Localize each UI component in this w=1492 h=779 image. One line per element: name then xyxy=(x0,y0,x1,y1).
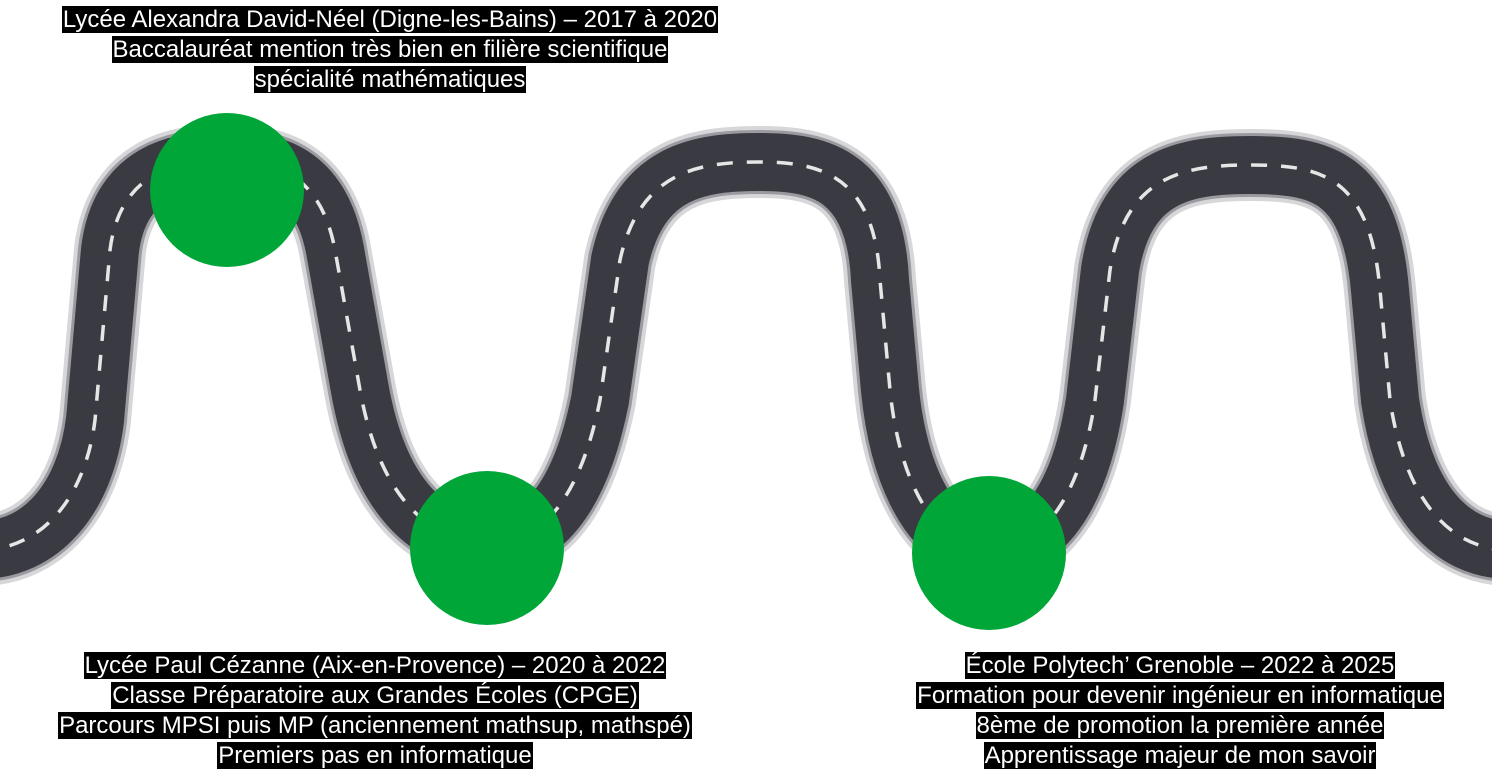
caption-line: spécialité mathématiques xyxy=(253,66,527,93)
milestones xyxy=(150,113,1066,630)
road-center-dashes xyxy=(0,158,1492,552)
milestone-marker-lycee-cezanne xyxy=(410,471,564,625)
milestone-marker-lycee-alexandra xyxy=(150,113,304,267)
milestone-caption-lycee-alexandra: Lycée Alexandra David-Néel (Digne-les-Ba… xyxy=(0,5,780,95)
caption-line: Parcours MPSI puis MP (anciennement math… xyxy=(58,712,692,739)
caption-line: Lycée Paul Cézanne (Aix-en-Provence) – 2… xyxy=(83,652,667,679)
caption-line: Apprentissage majeur de mon savoir xyxy=(983,742,1377,769)
caption-line: 8ème de promotion la première année xyxy=(975,712,1385,739)
caption-line: Lycée Alexandra David-Néel (Digne-les-Ba… xyxy=(61,6,719,33)
milestone-caption-polytech: École Polytech’ Grenoble – 2022 à 2025 F… xyxy=(870,651,1490,771)
milestone-marker-polytech xyxy=(912,476,1066,630)
caption-line: Formation pour devenir ingénieur en info… xyxy=(916,682,1444,709)
caption-line: Baccalauréat mention très bien en filièr… xyxy=(111,36,669,63)
milestone-caption-lycee-cezanne: Lycée Paul Cézanne (Aix-en-Provence) – 2… xyxy=(0,651,750,771)
caption-line: École Polytech’ Grenoble – 2022 à 2025 xyxy=(964,652,1396,679)
caption-line: Premiers pas en informatique xyxy=(217,742,533,769)
caption-line: Classe Préparatoire aux Grandes Écoles (… xyxy=(111,682,639,709)
